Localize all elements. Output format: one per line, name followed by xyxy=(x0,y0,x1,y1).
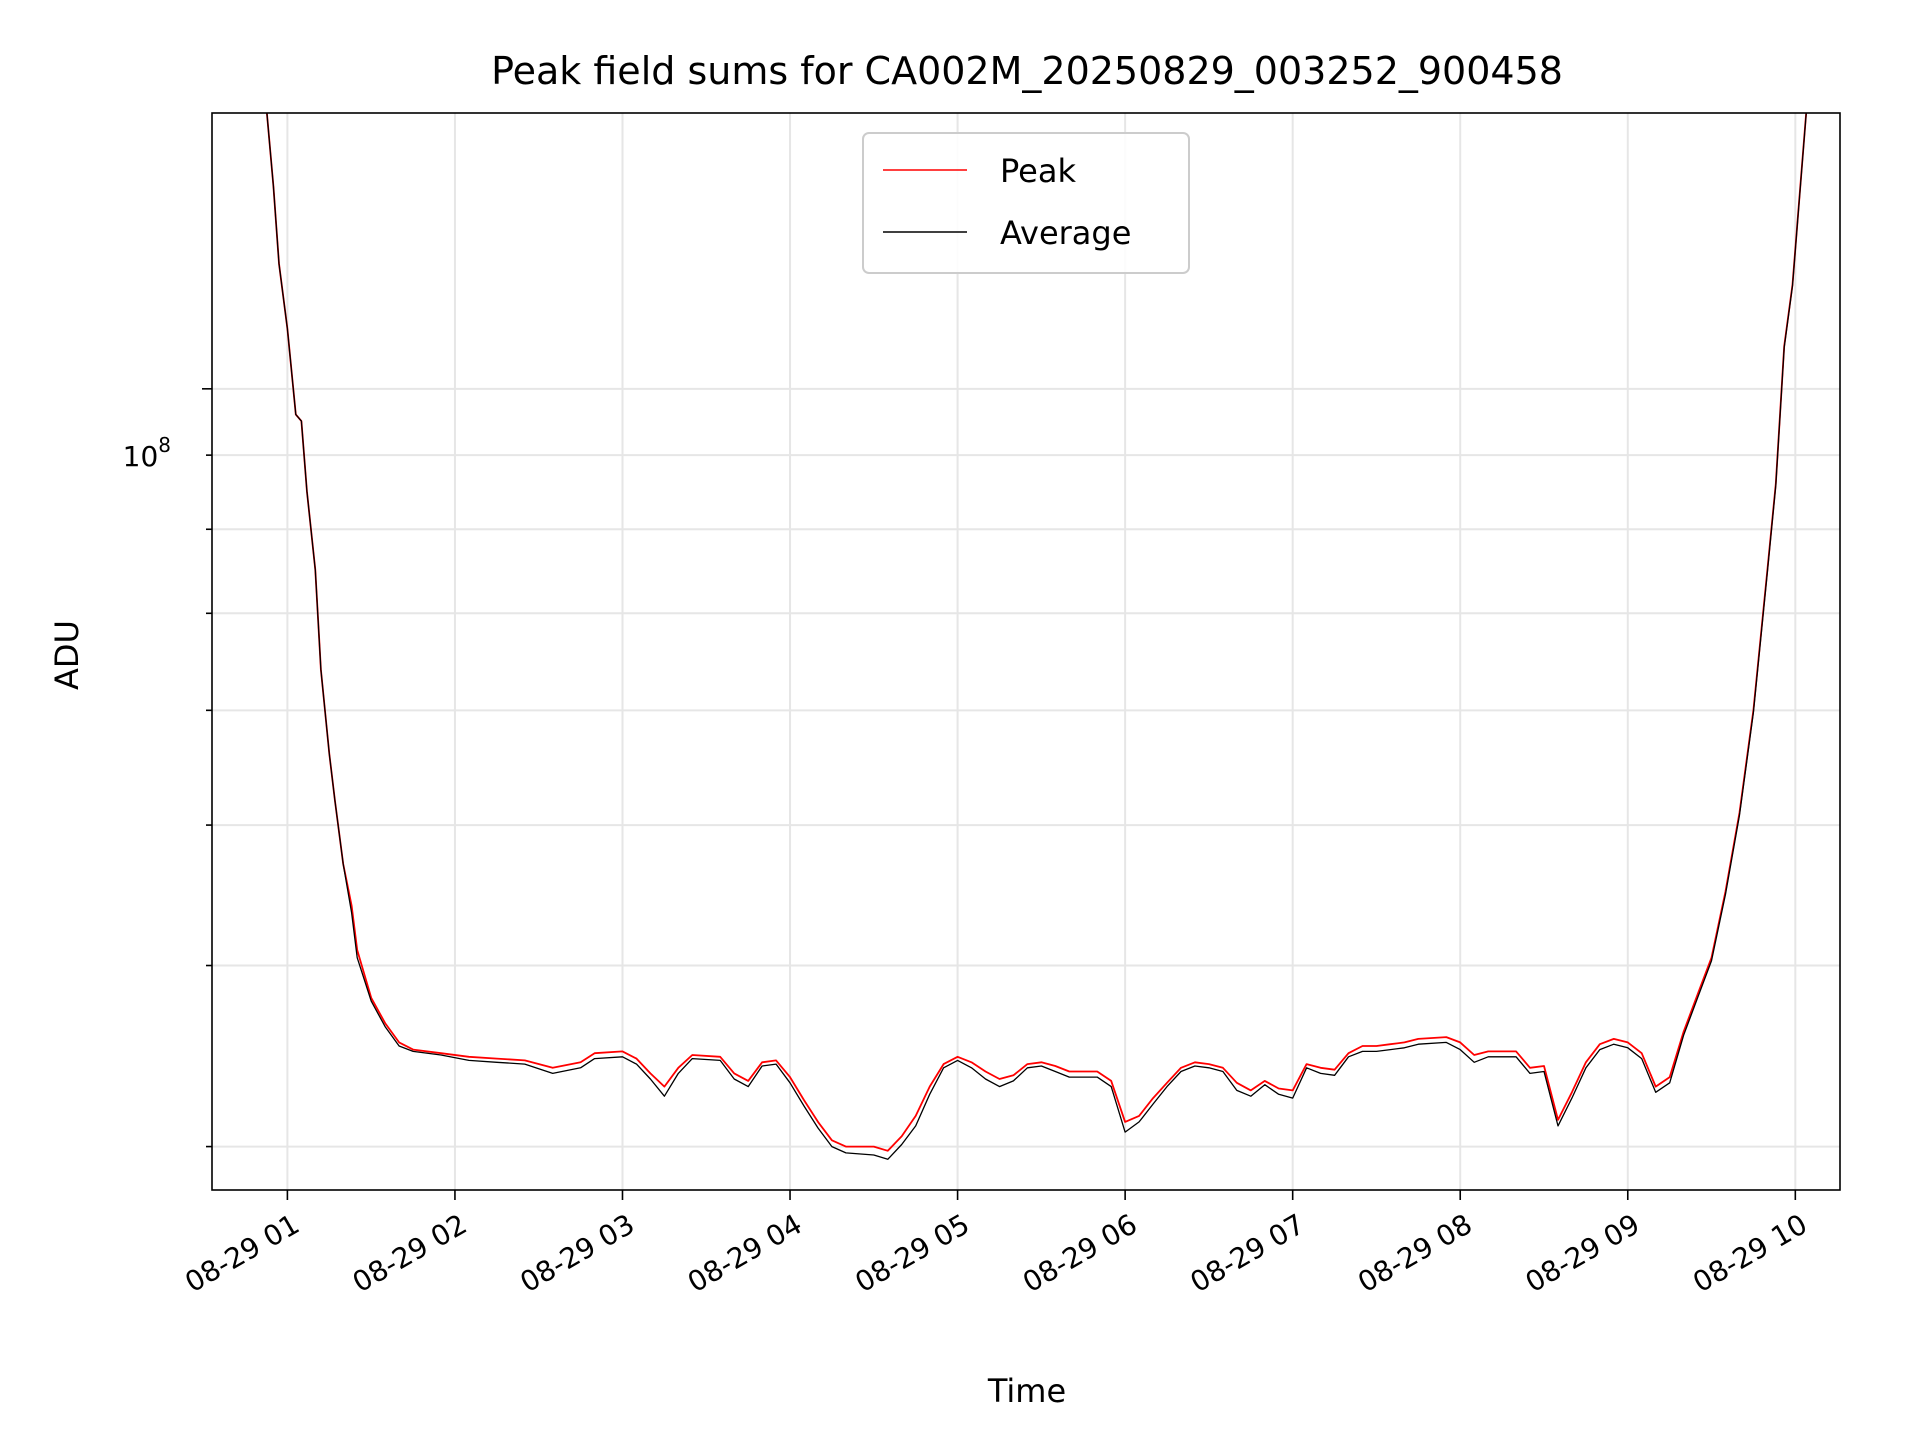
y-tick-base: 10 xyxy=(123,440,159,473)
series-line-peak xyxy=(265,113,1808,1152)
y-axis-label: ADU xyxy=(48,620,86,690)
legend-label-average: Average xyxy=(1000,214,1131,252)
series-layer xyxy=(265,113,1808,1160)
series-line-average xyxy=(266,113,1807,1160)
y-tick-exponent: 8 xyxy=(158,433,171,457)
legend: Peak Average xyxy=(862,132,1190,274)
grid xyxy=(212,113,1840,1190)
legend-label-peak: Peak xyxy=(1000,152,1076,190)
y-axis xyxy=(202,388,212,1148)
plot-frame xyxy=(211,112,1841,1191)
legend-box xyxy=(862,132,1190,274)
y-tick-label-1e8: 108 xyxy=(123,433,171,473)
chart-title: Peak field sums for CA002M_20250829_0032… xyxy=(491,49,1563,93)
x-axis-label: Time xyxy=(987,1372,1066,1410)
